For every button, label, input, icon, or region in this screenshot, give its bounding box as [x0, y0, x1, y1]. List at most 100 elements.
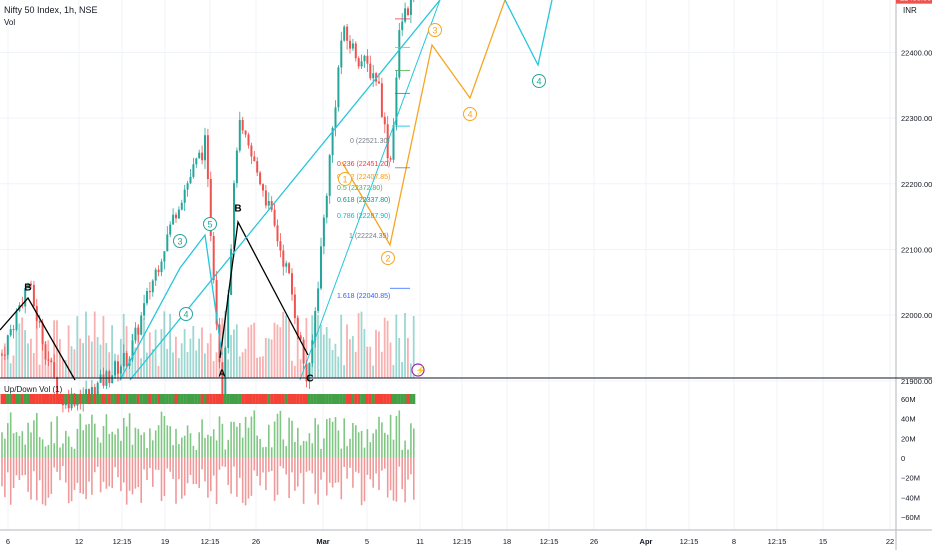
vol-indicator-label: Vol — [4, 18, 15, 27]
candle-body — [308, 363, 311, 382]
elliott-wave-lines — [119, 233, 223, 381]
down-volume-bar — [73, 458, 76, 491]
volume-bar — [163, 311, 166, 378]
candle-body — [131, 340, 134, 360]
volume-bar — [288, 319, 290, 378]
down-volume-bar — [67, 458, 70, 504]
volume-bar — [6, 353, 9, 378]
direction-strip-cell — [226, 394, 230, 404]
down-volume-bar — [250, 458, 253, 496]
direction-strip-cell — [220, 394, 224, 404]
volume-bar — [322, 334, 325, 378]
volume-tick-label: 40M — [901, 415, 916, 424]
candle-body — [189, 176, 192, 184]
x-tick-label: 22 — [886, 537, 894, 546]
volume-bar — [154, 329, 157, 378]
candle-body — [212, 236, 215, 281]
volume-bar — [59, 339, 61, 378]
candle-body — [15, 310, 18, 330]
volume-bar — [64, 360, 67, 378]
down-volume-bar — [212, 458, 215, 476]
up-volume-bar — [123, 417, 125, 458]
direction-strip-cell — [365, 394, 369, 404]
volume-bar — [50, 357, 53, 378]
up-volume-bar — [27, 422, 29, 458]
up-volume-bar — [302, 440, 305, 458]
direction-strip-cell — [3, 394, 7, 404]
wave-label-circle — [381, 251, 395, 265]
candle-body — [369, 63, 372, 79]
candle-body — [117, 361, 119, 374]
direction-strip-cell — [87, 394, 91, 404]
down-volume-bar — [91, 458, 93, 495]
direction-strip-cell — [389, 394, 393, 404]
up-volume-bar — [227, 439, 229, 458]
candle-body — [50, 360, 53, 363]
direction-strip-cell — [394, 394, 398, 404]
volume-bar — [85, 311, 87, 378]
volume-bar — [401, 361, 403, 378]
up-volume-bar — [247, 427, 250, 458]
wave-label-circle — [338, 172, 352, 186]
candle-body — [215, 280, 218, 325]
candle-body — [299, 335, 302, 340]
up-volume-bar — [340, 448, 343, 458]
x-tick-label: 19 — [161, 537, 169, 546]
down-volume-bar — [181, 458, 183, 499]
up-volume-bar — [334, 417, 337, 458]
down-volume-bar — [346, 458, 348, 479]
up-volume-bar — [76, 428, 79, 458]
down-volume-bar — [343, 458, 345, 467]
up-volume-bar — [224, 449, 227, 458]
candle-body — [241, 119, 244, 131]
volume-bar — [172, 352, 174, 378]
down-volume-bar — [30, 458, 32, 500]
down-volume-bar — [41, 458, 44, 505]
direction-strip-cell — [360, 394, 364, 404]
direction-strip-cell — [32, 394, 36, 404]
direction-strip-cell — [363, 394, 366, 404]
candle-body — [322, 217, 325, 247]
direction-strip-cell — [151, 394, 155, 404]
wave-label: 5 — [207, 220, 212, 230]
up-volume-bar — [297, 427, 299, 458]
x-tick-label: 12:15 — [540, 537, 559, 546]
candle-body — [325, 195, 328, 218]
up-volume-bar — [389, 414, 392, 458]
down-volume-bar — [15, 458, 18, 476]
volume-bar — [32, 352, 35, 378]
volume-bar — [331, 349, 334, 378]
down-volume-bar — [18, 458, 21, 481]
direction-strip-cell — [203, 394, 207, 404]
wave-label-circle — [179, 307, 193, 321]
lightning-icon[interactable]: ⚡ — [411, 363, 425, 377]
volume-bars — [1, 311, 415, 378]
x-tick-label: 12:15 — [680, 537, 699, 546]
volume-bar — [273, 322, 276, 378]
down-volume-bar — [265, 458, 267, 491]
down-volume-bar — [317, 458, 319, 505]
x-tick-label: 18 — [503, 537, 511, 546]
candle-body — [85, 389, 88, 397]
candle-body — [378, 81, 380, 84]
up-volume-bar — [326, 419, 328, 458]
candle-body — [105, 371, 108, 386]
y-tick-label: 22000.00 — [901, 311, 932, 320]
up-volume-bar — [114, 434, 116, 458]
up-volume-bar — [50, 421, 53, 458]
up-volume-bar — [181, 437, 183, 458]
fib-level-label: 0.382 (22407.85) — [337, 174, 390, 181]
down-volume-bar — [12, 458, 15, 489]
down-volume-bar — [125, 458, 128, 505]
up-volume-bar — [120, 440, 122, 458]
down-volume-bar — [114, 458, 116, 468]
volume-bar — [343, 365, 345, 378]
direction-strip-cell — [58, 394, 62, 404]
up-volume-bar — [163, 416, 166, 458]
down-volume-bar — [140, 458, 142, 503]
candle-body — [233, 183, 235, 249]
volume-bar — [305, 317, 308, 378]
wave-label: 4 — [536, 77, 541, 87]
down-volume-bar — [320, 458, 322, 480]
